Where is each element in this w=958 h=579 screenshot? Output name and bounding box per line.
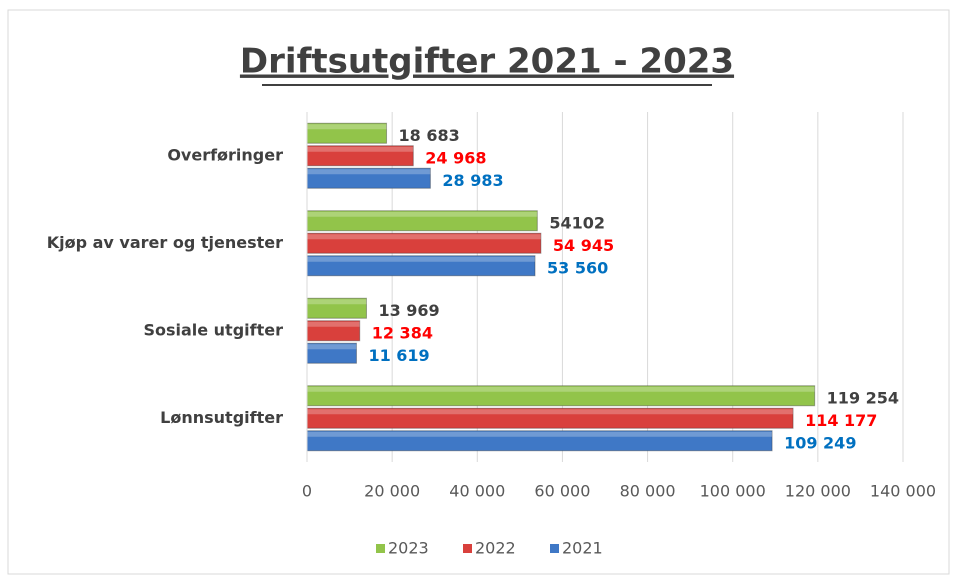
legend-swatch — [376, 544, 385, 553]
value-label: 114 177 — [805, 411, 877, 430]
value-label: 11 619 — [368, 346, 429, 365]
value-label: 54102 — [549, 213, 605, 232]
bar-highlight — [307, 146, 414, 152]
bar-highlight — [307, 169, 431, 175]
bar-highlight — [307, 234, 541, 240]
value-label: 109 249 — [784, 433, 856, 452]
category-label: Lønnsutgifter — [160, 408, 283, 427]
bar-highlight — [307, 124, 387, 130]
x-tick-label: 20 000 — [364, 482, 420, 501]
value-label: 12 384 — [372, 323, 433, 342]
bar-highlight — [307, 321, 360, 327]
legend-label: 2023 — [388, 539, 429, 558]
bar-highlight — [307, 211, 538, 217]
value-label: 24 968 — [425, 148, 486, 167]
value-label: 119 254 — [827, 388, 899, 407]
legend-label: 2021 — [562, 539, 603, 558]
x-tick-label: 140 000 — [870, 482, 936, 501]
value-label: 28 983 — [442, 171, 503, 190]
category-label: Kjøp av varer og tjenester — [47, 233, 283, 252]
bar-highlight — [307, 344, 357, 350]
legend-swatch — [550, 544, 559, 553]
value-label: 13 969 — [378, 301, 439, 320]
bar-highlight — [307, 256, 536, 262]
x-tick-label: 80 000 — [620, 482, 676, 501]
bar-highlight — [307, 299, 367, 305]
x-tick-label: 120 000 — [785, 482, 851, 501]
legend-swatch — [463, 544, 472, 553]
bar-highlight — [307, 431, 773, 437]
value-label: 18 683 — [399, 126, 460, 145]
x-tick-label: 60 000 — [534, 482, 590, 501]
legend-label: 2022 — [475, 539, 516, 558]
value-label: 53 560 — [547, 258, 608, 277]
chart-frame — [7, 9, 950, 575]
x-tick-label: 100 000 — [700, 482, 766, 501]
category-label: Overføringer — [167, 145, 283, 164]
category-label: Sosiale utgifter — [143, 320, 283, 339]
x-tick-label: 0 — [302, 482, 312, 501]
x-tick-label: 40 000 — [449, 482, 505, 501]
bar-highlight — [307, 386, 815, 392]
value-label: 54 945 — [553, 236, 614, 255]
bar-highlight — [307, 409, 794, 415]
chart-title: Driftsutgifter 2021 - 2023 — [240, 42, 734, 82]
